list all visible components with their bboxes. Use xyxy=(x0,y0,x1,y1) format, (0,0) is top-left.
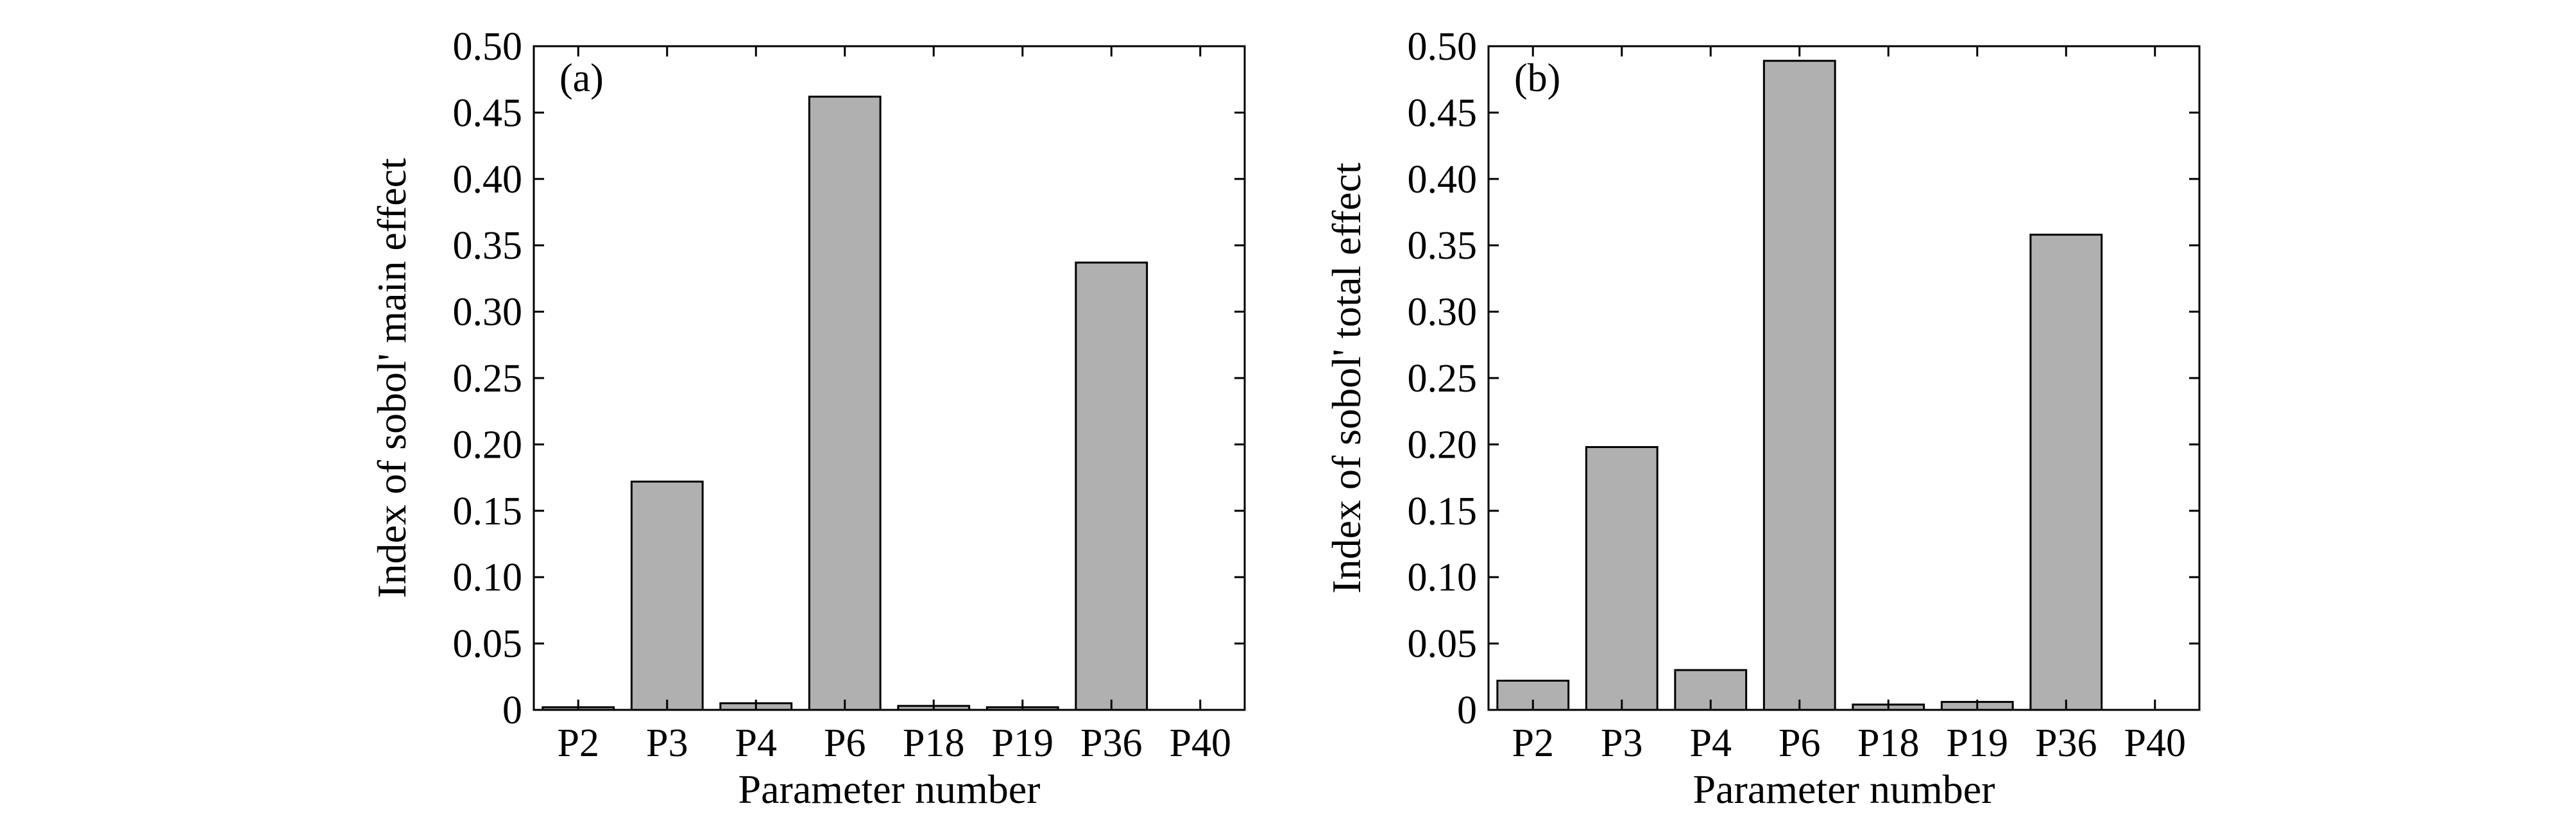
y-tick-label: 0.30 xyxy=(1408,291,1478,334)
x-axis-label: Parameter number xyxy=(1693,766,1995,812)
x-tick-label-p4: P4 xyxy=(735,721,777,765)
y-axis-label: Index of sobol' total effect xyxy=(1324,162,1369,594)
bar-p6 xyxy=(1764,61,1835,710)
x-tick-label-p6: P6 xyxy=(1778,721,1820,765)
y-tick-label: 0.15 xyxy=(1408,490,1478,533)
x-tick-label-p3: P3 xyxy=(646,721,688,765)
y-tick-label: 0.25 xyxy=(453,357,523,401)
x-tick-label-p4: P4 xyxy=(1690,721,1732,765)
panel-label: (b) xyxy=(1514,56,1560,100)
x-tick-label-p36: P36 xyxy=(2035,721,2097,765)
x-tick-label-p36: P36 xyxy=(1080,721,1142,765)
chart-panel-a: 0 0.05 0.10 0.15 0.20 0.25 0.30 0.35 0.40 0.45 0.5… xyxy=(369,25,1245,812)
x-tick-label-p3: P3 xyxy=(1601,721,1642,765)
x-tick-label-p6: P6 xyxy=(824,721,866,765)
bar-p36 xyxy=(2031,235,2102,710)
y-axis-label: Index of sobol' main effect xyxy=(369,158,414,598)
x-tick-label-p19: P19 xyxy=(1947,721,2008,765)
y-tick-label: 0.10 xyxy=(1408,556,1478,599)
y-tick-label: 0.40 xyxy=(453,158,523,202)
y-tick-label: 0.20 xyxy=(453,423,523,467)
x-tick-label-p19: P19 xyxy=(992,721,1053,765)
x-tick-label-p2: P2 xyxy=(1512,721,1554,765)
bar-p3 xyxy=(1586,447,1657,710)
x-tick-label-p2: P2 xyxy=(558,721,599,765)
x-tick-label-p40: P40 xyxy=(1170,721,1231,765)
figure: 0 0.05 0.10 0.15 0.20 0.25 0.30 0.35 0.40 0.45 0.5… xyxy=(0,0,2576,819)
y-tick-label: 0.35 xyxy=(453,224,523,268)
y-tick-label: 0.20 xyxy=(1408,423,1478,467)
x-tick-label-p40: P40 xyxy=(2124,721,2186,765)
x-axis-label: Parameter number xyxy=(738,766,1041,812)
y-tick-label: 0.15 xyxy=(453,490,523,533)
bar-p6 xyxy=(809,97,880,710)
y-tick-label: 0 xyxy=(502,689,522,732)
y-tick-label: 0.10 xyxy=(453,556,523,599)
y-tick-label: 0.05 xyxy=(1408,623,1478,666)
y-tick-label: 0.30 xyxy=(453,291,523,334)
y-tick-label: 0.35 xyxy=(1408,224,1478,268)
panel-label: (a) xyxy=(559,56,604,100)
y-tick-label: 0 xyxy=(1457,689,1477,732)
bar-p3 xyxy=(631,481,703,710)
chart-panel-b: 0 0.05 0.10 0.15 0.20 0.25 0.30 0.35 0.40 0.45 0.5… xyxy=(1324,25,2199,812)
y-tick-label: 0.05 xyxy=(453,623,523,666)
y-tick-label: 0.40 xyxy=(1408,158,1478,202)
x-tick-label-p18: P18 xyxy=(903,721,964,765)
y-tick-label: 0.45 xyxy=(453,91,523,135)
x-tick-label-p18: P18 xyxy=(1857,721,1919,765)
y-tick-label: 0.45 xyxy=(1408,91,1478,135)
bar-p36 xyxy=(1076,263,1147,710)
y-tick-label: 0.50 xyxy=(453,25,523,69)
y-tick-label: 0.25 xyxy=(1408,357,1478,401)
y-tick-label: 0.50 xyxy=(1408,25,1478,69)
